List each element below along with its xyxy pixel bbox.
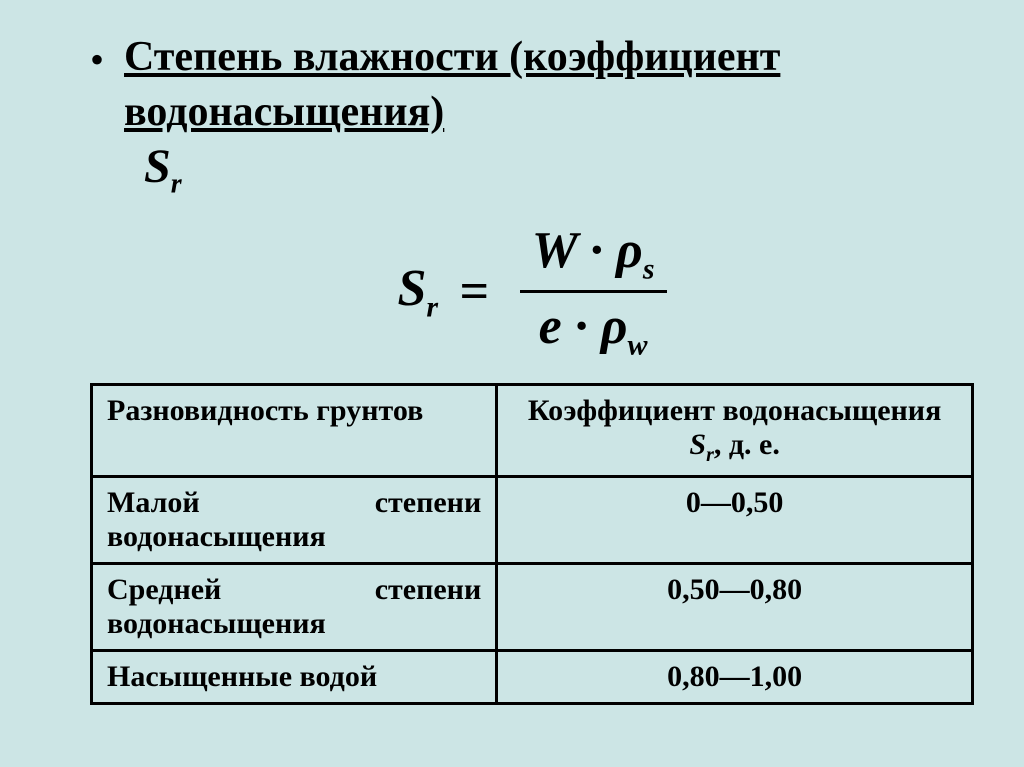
page-title: Степень влажности (коэффициент водонасыщ… xyxy=(124,30,974,139)
formula-fraction: W · ρs e · ρw xyxy=(520,221,667,363)
table-header-col1: Разновидность грунтов xyxy=(92,384,497,476)
title-symbol: Sr xyxy=(144,139,182,201)
bullet-icon: • xyxy=(90,36,104,84)
title-block: Степень влажности (коэффициент водонасыщ… xyxy=(124,30,974,201)
table-cell-value: 0—0,50 xyxy=(497,476,973,563)
formula-denominator: e · ρw xyxy=(520,293,667,362)
formula-numerator: W · ρs xyxy=(520,221,667,293)
table-cell-label: Насыщенные водой xyxy=(92,650,497,703)
formula-lhs: Sr xyxy=(397,260,438,317)
table-cell-label: Средней степени водонасыщения xyxy=(92,563,497,650)
table-row: Малой степени водонасыщения 0—0,50 xyxy=(92,476,973,563)
table-header-col2: Коэффициент водонасыщения Sr, д. е. xyxy=(497,384,973,476)
title-row: • Степень влажности (коэффициент водонас… xyxy=(90,30,974,201)
table-row: Насыщенные водой 0,80—1,00 xyxy=(92,650,973,703)
table-row: Средней степени водонасыщения 0,50—0,80 xyxy=(92,563,973,650)
formula-equals: = xyxy=(459,263,489,320)
table-cell-value: 0,80—1,00 xyxy=(497,650,973,703)
table-cell-value: 0,50—0,80 xyxy=(497,563,973,650)
formula: Sr = W · ρs e · ρw xyxy=(90,221,974,363)
table-header-row: Разновидность грунтов Коэффициент водона… xyxy=(92,384,973,476)
saturation-table: Разновидность грунтов Коэффициент водона… xyxy=(90,383,974,705)
table-cell-label: Малой степени водонасыщения xyxy=(92,476,497,563)
